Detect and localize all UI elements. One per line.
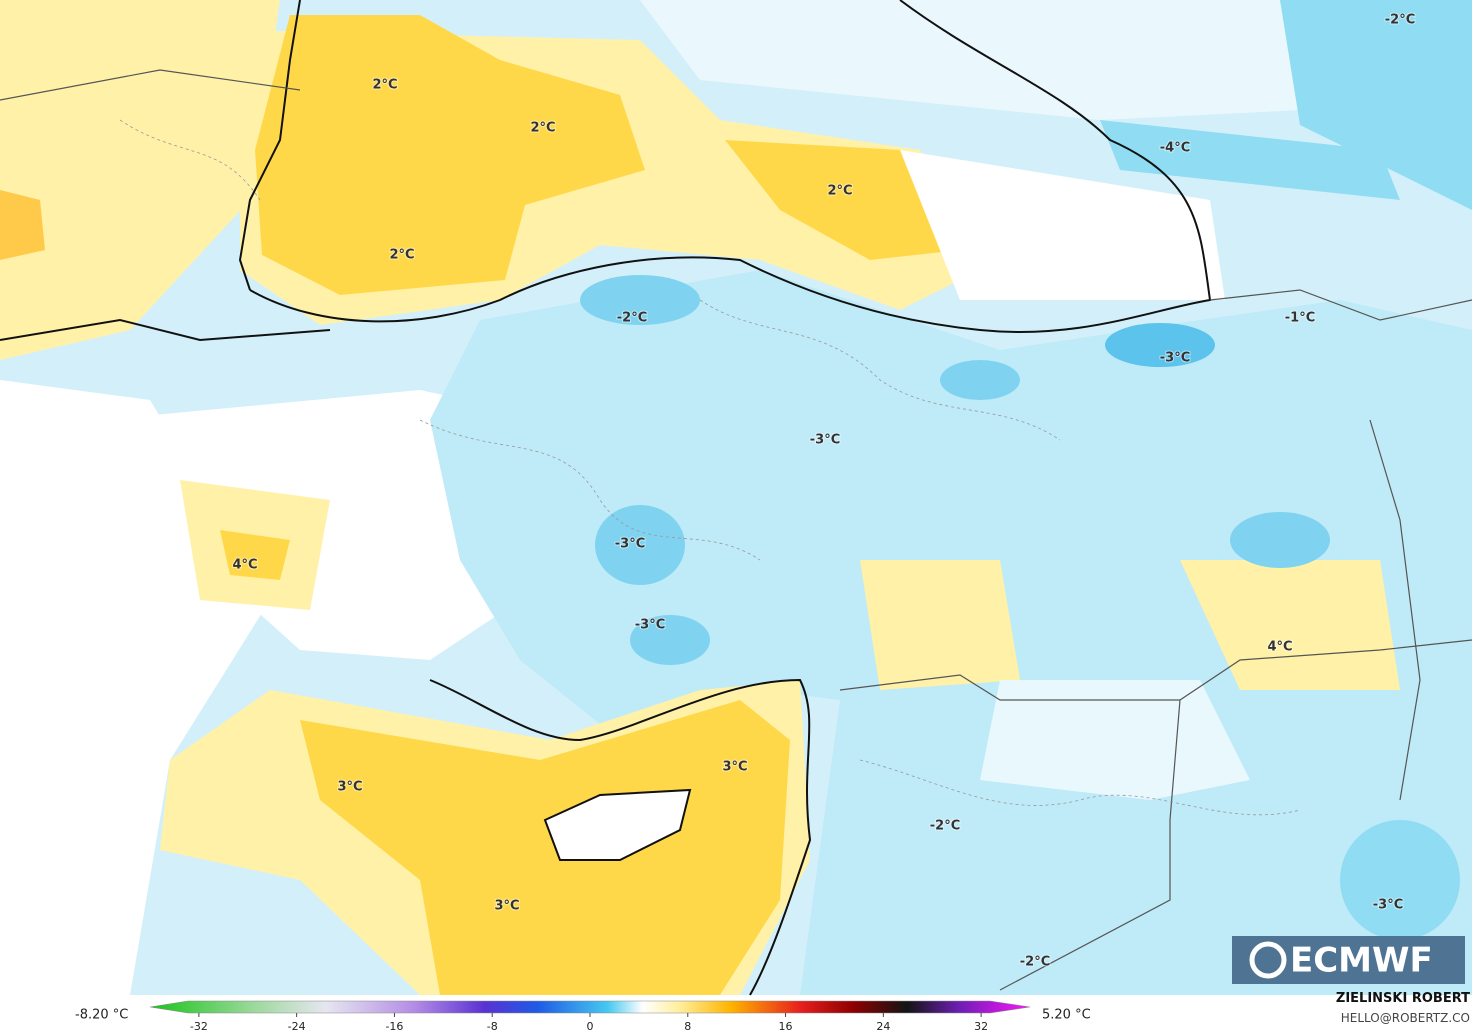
contour-label: 3°C xyxy=(337,780,362,795)
logo-text: ECMWF xyxy=(1290,941,1433,981)
contour-label: 2°C xyxy=(372,78,397,93)
colorbar-min: -8.20 °C xyxy=(75,1008,128,1023)
colorbar-tick-label: 16 xyxy=(779,1020,793,1033)
colorbar-tick-label: 32 xyxy=(974,1020,988,1033)
contour-label: -2°C xyxy=(617,311,647,326)
contour-label: -2°C xyxy=(930,819,960,834)
colorbar-tick-label: 24 xyxy=(876,1020,890,1033)
contour-label: -3°C xyxy=(615,537,645,552)
contour-label: -2°C xyxy=(1020,955,1050,970)
colorbar: -8.20 °C 5.20 °C -32 -24 -16 -8 0 8 16 24 32 xyxy=(75,1000,1091,1033)
contour-label: 2°C xyxy=(827,184,852,199)
contour-label: 2°C xyxy=(530,121,555,136)
contour-label: -4°C xyxy=(1160,141,1190,156)
logo: ECMWF xyxy=(1232,936,1465,984)
contour-label: 4°C xyxy=(232,558,257,573)
colorbar-tick-label: -32 xyxy=(190,1020,208,1033)
colorbar-tick-label: 8 xyxy=(684,1020,691,1033)
contour-label: -2°C xyxy=(1385,13,1415,28)
contour-labels: -2°C 2°C 2°C 2°C 2°C -4°C -2°C -1°C -3°C -3°C -3°C… xyxy=(231,12,1416,971)
contour-label: -3°C xyxy=(1373,898,1403,913)
colorbar-tick-label: -8 xyxy=(487,1020,498,1033)
map xyxy=(0,0,1472,996)
contour-label: -1°C xyxy=(1285,311,1315,326)
contour-label: 4°C xyxy=(1267,640,1292,655)
contour-label: 3°C xyxy=(722,760,747,775)
author: ZIELINSKI ROBERT xyxy=(1336,991,1470,1006)
colorbar-tick-label: -24 xyxy=(288,1020,306,1033)
contact: HELLO@ROBERTZ.CO xyxy=(1341,1011,1470,1025)
contour-label: 3°C xyxy=(494,899,519,914)
colorbar-ramp xyxy=(149,1000,1031,1014)
contour-label: -3°C xyxy=(635,618,665,633)
contour-label: -3°C xyxy=(1160,351,1190,366)
colorbar-tick-label: 0 xyxy=(587,1020,594,1033)
contour-label: 2°C xyxy=(389,248,414,263)
logo-icon xyxy=(1249,941,1287,979)
colorbar-tick-label: -16 xyxy=(385,1020,403,1033)
colorbar-max: 5.20 °C xyxy=(1042,1008,1091,1023)
contour-label: -3°C xyxy=(810,433,840,448)
